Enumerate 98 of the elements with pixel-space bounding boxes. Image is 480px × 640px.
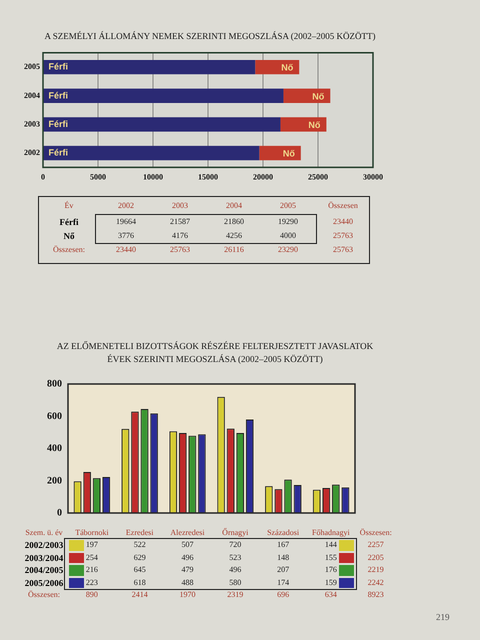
x-tick-label: 20000	[253, 172, 273, 182]
text: Nő	[64, 231, 74, 241]
chart-title: AZ ELŐMENETELI BIZOTTSÁGOK RÉSZÉRE FELTERJESZTETT JAVASLATOK ÉVEK SZERINTI MEGOSZLÁSA (2002–2005 KÖZÖTT)	[56, 340, 374, 366]
data-label: 223	[84, 576, 99, 588]
data-label: 159	[324, 576, 338, 588]
text: Nő	[282, 148, 295, 159]
text: 25763	[332, 230, 354, 242]
y-tick-label: 200	[47, 475, 62, 486]
text: 890	[84, 589, 99, 601]
data-label: 496	[180, 552, 194, 564]
category-label: 2003	[172, 201, 188, 210]
data-label: 144	[324, 539, 338, 551]
data-label: 522	[132, 539, 147, 551]
data-label: 197	[84, 539, 99, 551]
data-label: 488	[180, 576, 194, 588]
x-tick-label: 10000	[143, 172, 163, 182]
data-label: 207	[276, 564, 290, 576]
legend-label: 2003/2004	[24, 552, 64, 564]
text: Összesen:	[27, 589, 61, 601]
text: Szem. ü. év	[24, 527, 64, 539]
y-tick-label: 600	[47, 410, 62, 422]
series-label: Férfi	[48, 62, 68, 72]
y-tick-label: 2002	[24, 148, 40, 158]
text: 19664	[115, 216, 137, 228]
y-tick-label: 0	[57, 508, 62, 519]
text: 2219	[366, 564, 385, 576]
text: 4256	[225, 230, 243, 242]
text: Férfi	[48, 148, 68, 158]
y-tick-label: 800	[47, 378, 62, 390]
text: 634	[324, 589, 338, 601]
data-label: 496	[228, 564, 242, 576]
text: 21860	[223, 216, 245, 228]
text: 4176	[171, 230, 189, 242]
text: 25763	[169, 244, 191, 256]
text: Nő	[312, 91, 324, 102]
x-tick-label: 5000	[90, 172, 106, 182]
data-label: 629	[132, 552, 147, 564]
x-tick-label: 15000	[198, 172, 218, 182]
category-label: Századosi	[267, 528, 300, 537]
text: Férfi	[48, 90, 68, 100]
text: 2319	[226, 589, 244, 601]
category-label: Őrnagyi	[222, 528, 248, 537]
text: Férfi	[60, 217, 78, 227]
data-label: 618	[132, 576, 147, 588]
category-label: Tábornoki	[75, 528, 109, 537]
y-tick-label: 2004	[24, 90, 40, 100]
series-label: Nő	[281, 62, 294, 73]
text: 1970	[178, 589, 196, 601]
data-label: 645	[132, 564, 147, 576]
text: 2414	[130, 589, 149, 601]
category-label: 2005	[280, 201, 296, 210]
text: Összesen:	[358, 527, 393, 539]
text: Férfi	[48, 118, 68, 129]
data-label: 254	[84, 552, 99, 564]
legend-label: 2002/2003	[24, 539, 64, 552]
x-tick-label: 25000	[308, 172, 328, 182]
text: Összesen:	[52, 244, 86, 256]
data-label: 720	[228, 539, 242, 551]
text: Nő	[308, 120, 320, 130]
data-label: 580	[228, 576, 242, 588]
data-label: 507	[180, 539, 194, 551]
data-label: 216	[84, 564, 99, 576]
text: 23290	[277, 244, 299, 256]
data-label: 148	[276, 552, 290, 564]
text: 23440	[332, 216, 354, 228]
category-label: Főhadnagyi	[312, 528, 350, 537]
y-tick-label: 2005	[24, 62, 40, 72]
text: 219	[436, 612, 450, 622]
category-label: 2004	[226, 201, 242, 210]
text: 3776	[117, 230, 135, 242]
category-label: Ezredesi	[126, 528, 154, 537]
data-label: 479	[180, 564, 194, 576]
x-tick-label: 30000	[363, 172, 383, 182]
text: 26116	[223, 244, 245, 256]
y-tick-label: 2003	[24, 119, 40, 128]
text: Összesen	[327, 200, 359, 212]
data-label: 155	[324, 552, 338, 564]
text: Év	[64, 200, 74, 212]
text: 19290	[277, 216, 299, 228]
category-label: Alezredesi	[170, 528, 205, 537]
text: 23440	[115, 244, 137, 256]
legend-label: 2004/2005	[24, 564, 64, 576]
y-tick-label: 400	[47, 443, 62, 454]
text: 25763	[332, 244, 354, 256]
text: 8923	[366, 589, 385, 601]
text: 2205	[366, 552, 385, 564]
text: 696	[276, 589, 290, 601]
text: 2257	[366, 539, 385, 551]
text: 4000	[279, 230, 297, 242]
data-label: 176	[324, 564, 338, 576]
legend-label: 2005/2006	[24, 576, 64, 589]
data-label: 174	[276, 576, 290, 588]
data-label: 523	[228, 552, 242, 564]
chart-title: A SZEMÉLYI ÁLLOMÁNY NEMEK SZERINTI MEGOSZLÁSA (2002–2005 KÖZÖTT)	[44, 31, 376, 42]
text: 2242	[366, 576, 385, 588]
text: 21587	[169, 216, 191, 228]
data-label: 167	[276, 539, 290, 551]
category-label: 2002	[118, 201, 134, 210]
